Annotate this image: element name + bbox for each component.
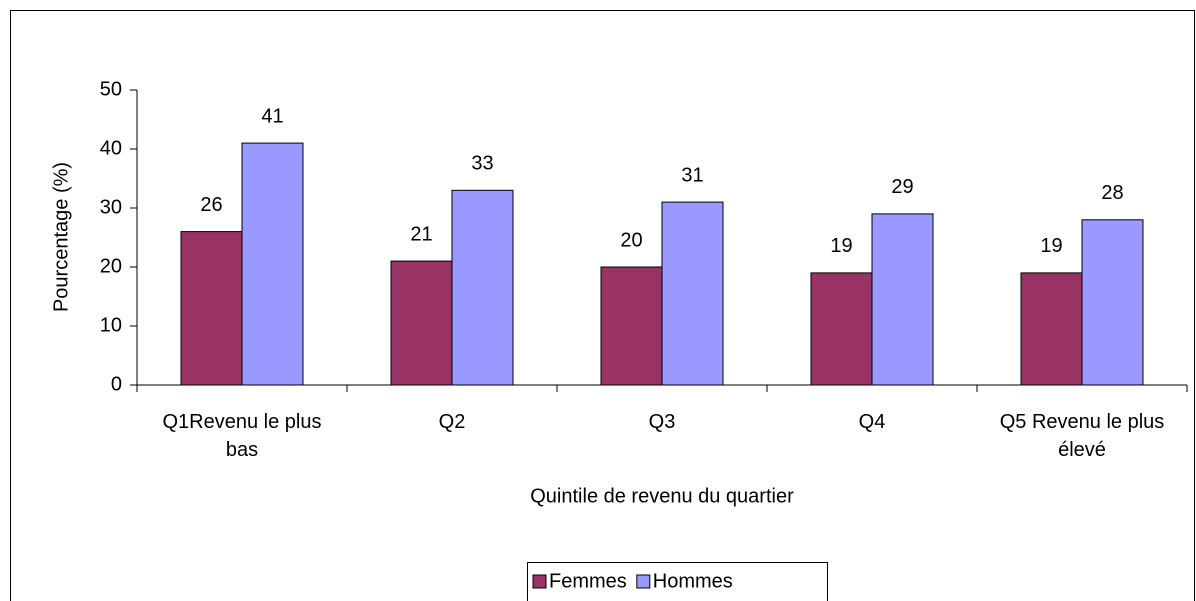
bar: [1081, 219, 1144, 386]
x-tick-label: Q5 Revenu le plus élevé: [999, 411, 1165, 461]
x-tick-label: Q3: [648, 411, 676, 433]
bar: [390, 260, 453, 386]
chart-border: [10, 10, 1195, 601]
data-label: 19: [830, 235, 852, 257]
data-label: 29: [891, 176, 913, 198]
bar: [180, 231, 243, 386]
data-label: 41: [261, 105, 283, 127]
bar: [451, 189, 514, 386]
y-tick-label: 30: [100, 196, 122, 218]
data-label: 26: [200, 194, 222, 216]
data-label: 31: [681, 164, 703, 186]
data-label: 28: [1101, 182, 1123, 204]
y-tick-label: 40: [100, 137, 122, 159]
y-tick-label: 10: [100, 314, 122, 336]
bar: [600, 266, 663, 386]
data-label: 21: [410, 223, 432, 245]
legend-label: Femmes: [549, 570, 627, 592]
bar: [1020, 272, 1083, 386]
legend-box: [527, 562, 828, 601]
bar: [810, 272, 873, 386]
bar: [241, 142, 304, 386]
x-tick-label: Q1Revenu le plus bas: [162, 411, 322, 461]
x-axis-title: Quintile de revenu du quartier: [530, 485, 794, 507]
y-tick-label: 20: [100, 255, 122, 277]
data-label: 20: [620, 229, 642, 251]
bar: [871, 213, 934, 386]
legend-label: Hommes: [653, 570, 733, 592]
data-label: 19: [1040, 235, 1062, 257]
data-label: 33: [471, 153, 493, 175]
y-tick-label: 0: [111, 373, 122, 395]
x-tick-label: Q4: [858, 411, 886, 433]
y-tick-label: 50: [100, 78, 122, 100]
legend-swatch: [636, 574, 651, 589]
x-tick-label: Q2: [438, 411, 466, 433]
legend-swatch: [532, 574, 547, 589]
bar: [661, 201, 724, 386]
y-axis-title: Pourcentage (%): [50, 162, 72, 312]
